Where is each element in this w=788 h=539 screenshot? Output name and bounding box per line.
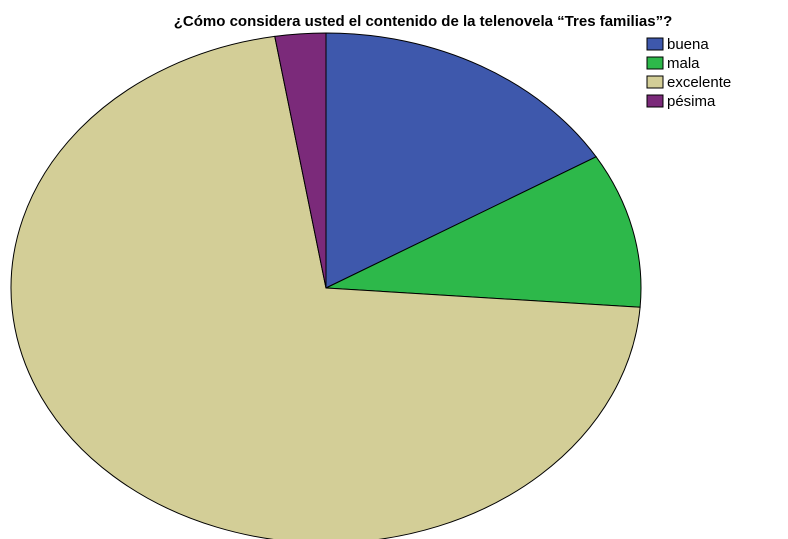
chart-title: ¿Cómo considera usted el contenido de la…: [174, 13, 672, 30]
legend-label: mala: [667, 55, 700, 72]
legend-swatch: [646, 56, 664, 70]
legend-swatch: [646, 94, 664, 108]
pie-slice: [325, 32, 597, 289]
legend-label: pésima: [667, 93, 716, 110]
pie-slice: [274, 32, 327, 289]
legend-label: excelente: [667, 74, 731, 91]
legend-swatch: [646, 37, 664, 51]
legend-swatch: [646, 75, 664, 89]
legend-label: buena: [667, 36, 709, 53]
pie-slice: [324, 156, 642, 308]
